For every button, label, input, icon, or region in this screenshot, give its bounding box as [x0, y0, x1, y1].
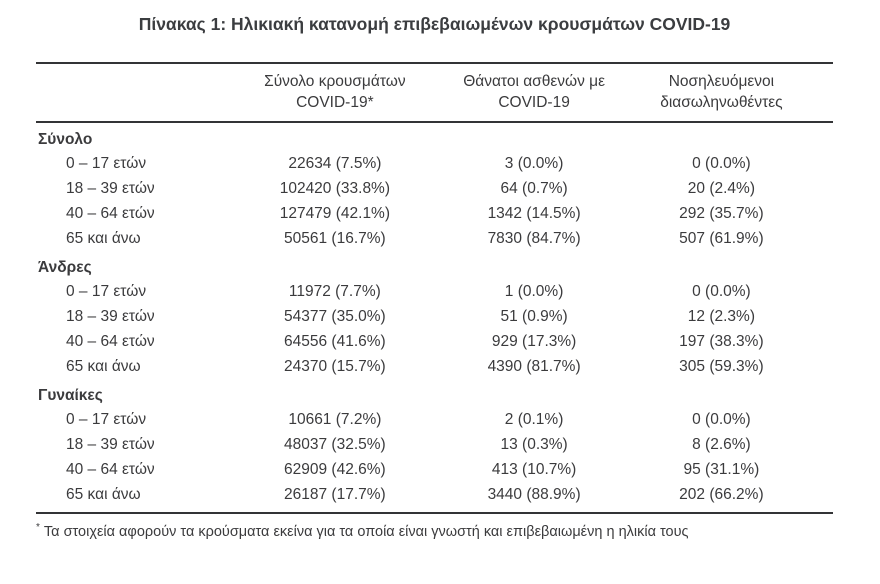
row-label: 18 – 39 ετών — [66, 308, 155, 325]
row-label: 65 και άνω — [66, 358, 141, 375]
cases-value: 62909 (42.6%) — [284, 461, 386, 478]
cases-value: 54377 (35.0%) — [284, 308, 386, 325]
table-row: 65 και άνω 50561 (16.7%) 7830 (84.7%) 50… — [36, 226, 833, 251]
row-label: 40 – 64 ετών — [66, 461, 155, 478]
intubated-value: 197 (38.3%) — [679, 333, 764, 350]
footnote-text: Τα στοιχεία αφορούν τα κρούσματα εκείνα … — [43, 523, 689, 540]
row-label: 0 – 17 ετών — [66, 155, 147, 172]
section-title: Άνδρες — [38, 259, 92, 276]
row-label: 65 και άνω — [66, 486, 141, 503]
intubated-value: 8 (2.6%) — [692, 436, 751, 453]
cases-value: 26187 (17.7%) — [284, 486, 386, 503]
deaths-value: 1 (0.0%) — [504, 283, 564, 300]
column-header-empty — [36, 63, 212, 123]
intubated-value: 95 (31.1%) — [683, 461, 760, 478]
footnote: * Τα στοιχεία αφορούν τα κρούσματα εκείνα… — [36, 519, 833, 541]
column-header-intubated: Νοσηλευόμενοι διασωληνωθέντες — [609, 63, 833, 123]
table-row: 0 – 17 ετών 11972 (7.7%) 1 (0.0%) 0 (0.0… — [36, 279, 833, 304]
cases-value: 50561 (16.7%) — [284, 230, 386, 247]
table-row: 0 – 17 ετών 22634 (7.5%) 3 (0.0%) 0 (0.0… — [36, 151, 833, 176]
table-row: 65 και άνω 24370 (15.7%) 4390 (81.7%) 30… — [36, 354, 833, 379]
column-header-intubated-line1: Νοσηλευόμενοι — [668, 73, 775, 90]
column-header-deaths: Θάνατοι ασθενών με COVID-19 — [458, 63, 610, 123]
row-label: 65 και άνω — [66, 230, 141, 247]
column-header-intubated-line2: διασωληνωθέντες — [660, 94, 783, 111]
row-label: 40 – 64 ετών — [66, 205, 155, 222]
column-header-deaths-line2: COVID-19 — [498, 94, 570, 111]
intubated-value: 0 (0.0%) — [692, 155, 751, 172]
section-header-women: Γυναίκες — [36, 379, 833, 407]
deaths-value: 7830 (84.7%) — [487, 230, 581, 247]
cases-value: 48037 (32.5%) — [284, 436, 386, 453]
table-row: 18 – 39 ετών 102420 (33.8%) 64 (0.7%) 20… — [36, 176, 833, 201]
deaths-value: 51 (0.9%) — [500, 308, 568, 325]
column-header-cases: Σύνολο κρουσμάτων COVID-19* — [211, 63, 459, 123]
row-label: 0 – 17 ετών — [66, 283, 147, 300]
row-label: 18 – 39 ετών — [66, 180, 155, 197]
row-label: 0 – 17 ετών — [66, 411, 147, 428]
deaths-value: 3440 (88.9%) — [487, 486, 581, 503]
section-title: Γυναίκες — [38, 387, 103, 404]
intubated-value: 292 (35.7%) — [679, 205, 764, 222]
cases-value: 11972 (7.7%) — [288, 283, 381, 300]
row-label: 40 – 64 ετών — [66, 333, 155, 350]
cases-value: 102420 (33.8%) — [279, 180, 391, 197]
table-row: 18 – 39 ετών 54377 (35.0%) 51 (0.9%) 12 … — [36, 304, 833, 329]
intubated-value: 0 (0.0%) — [692, 411, 751, 428]
column-header-cases-line2: COVID-19* — [296, 94, 374, 111]
footnote-asterisk: * — [36, 522, 40, 533]
cases-value: 10661 (7.2%) — [288, 411, 382, 428]
deaths-value: 3 (0.0%) — [504, 155, 564, 172]
row-label: 18 – 39 ετών — [66, 436, 155, 453]
covid-age-distribution-table: Σύνολο κρουσμάτων COVID-19* Θάνατοι ασθε… — [36, 62, 833, 514]
table-row: 18 – 39 ετών 48037 (32.5%) 13 (0.3%) 8 (… — [36, 432, 833, 457]
section-title: Σύνολο — [38, 131, 93, 148]
intubated-value: 20 (2.4%) — [687, 180, 755, 197]
column-header-cases-line1: Σύνολο κρουσμάτων — [264, 73, 406, 90]
column-header-deaths-line1: Θάνατοι ασθενών με — [463, 73, 605, 90]
deaths-value: 929 (17.3%) — [491, 333, 577, 350]
section-header-men: Άνδρες — [36, 251, 833, 279]
intubated-value: 507 (61.9%) — [679, 230, 764, 247]
deaths-value: 2 (0.1%) — [504, 411, 564, 428]
deaths-value: 4390 (81.7%) — [487, 358, 581, 375]
intubated-value: 305 (59.3%) — [679, 358, 764, 375]
table-row: 65 και άνω 26187 (17.7%) 3440 (88.9%) 20… — [36, 482, 833, 513]
deaths-value: 413 (10.7%) — [491, 461, 577, 478]
intubated-value: 0 (0.0%) — [692, 283, 751, 300]
table-row: 40 – 64 ετών 62909 (42.6%) 413 (10.7%) 9… — [36, 457, 833, 482]
section-header-total: Σύνολο — [36, 122, 833, 151]
cases-value: 127479 (42.1%) — [279, 205, 391, 222]
cases-value: 64556 (41.6%) — [284, 333, 386, 350]
table-title: Πίνακας 1: Ηλικιακή κατανομή επιβεβαιωμέ… — [138, 14, 731, 34]
table-row: 40 – 64 ετών 64556 (41.6%) 929 (17.3%) 1… — [36, 329, 833, 354]
deaths-value: 13 (0.3%) — [500, 436, 568, 453]
intubated-value: 12 (2.3%) — [687, 308, 755, 325]
table-row: 40 – 64 ετών 127479 (42.1%) 1342 (14.5%)… — [36, 201, 833, 226]
deaths-value: 1342 (14.5%) — [487, 205, 581, 222]
deaths-value: 64 (0.7%) — [500, 180, 568, 197]
cases-value: 22634 (7.5%) — [288, 155, 382, 172]
table-row: 0 – 17 ετών 10661 (7.2%) 2 (0.1%) 0 (0.0… — [36, 407, 833, 432]
intubated-value: 202 (66.2%) — [679, 486, 764, 503]
table-body: Σύνολο 0 – 17 ετών 22634 (7.5%) 3 (0.0%)… — [36, 122, 833, 513]
report-page: Πίνακας 1: Ηλικιακή κατανομή επιβεβαιωμέ… — [0, 13, 880, 584]
cases-value: 24370 (15.7%) — [284, 358, 386, 375]
table-header: Σύνολο κρουσμάτων COVID-19* Θάνατοι ασθε… — [36, 63, 833, 123]
